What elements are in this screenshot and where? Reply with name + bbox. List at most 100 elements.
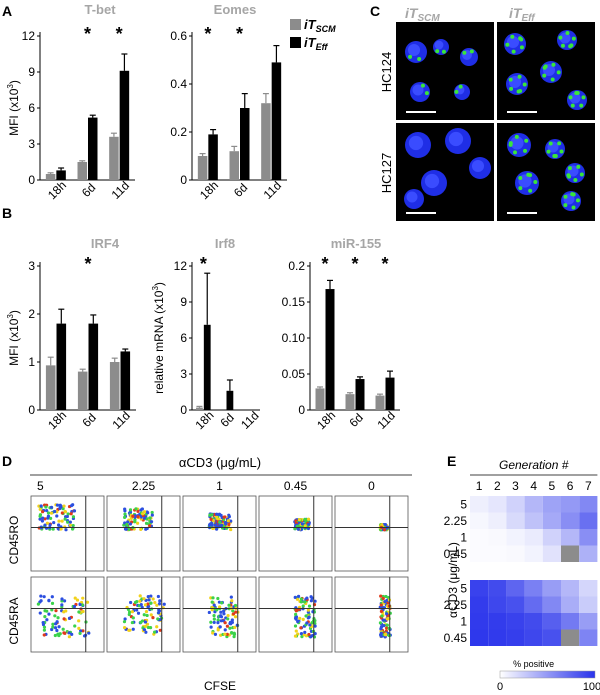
flow-event — [75, 598, 80, 602]
green-puncta — [519, 37, 524, 42]
flow-event — [213, 632, 218, 636]
green-puncta — [551, 62, 556, 67]
flow-event — [300, 635, 304, 639]
y-tick-label: 6 — [28, 101, 35, 115]
flow-event — [385, 623, 389, 627]
legend-label-eff: iT — [304, 35, 317, 50]
flow-plot — [334, 576, 409, 653]
green-puncta — [512, 150, 517, 155]
flow-event — [81, 629, 85, 633]
bar-eff — [88, 117, 98, 180]
flow-event — [384, 626, 389, 630]
flow-event — [138, 594, 142, 598]
cell-highlight — [559, 32, 571, 44]
flow-event — [135, 521, 140, 525]
flow-event — [307, 615, 311, 619]
flow-event — [52, 520, 56, 525]
flow-event — [223, 632, 227, 636]
green-puncta — [522, 82, 527, 87]
bar-scm — [45, 174, 56, 180]
green-puncta — [519, 45, 524, 50]
bar-scm — [261, 103, 271, 180]
flow-event — [60, 597, 64, 601]
flow-event — [155, 625, 159, 629]
flow-event — [55, 514, 59, 518]
flow-event — [81, 596, 85, 600]
flow-event — [225, 632, 229, 637]
svg-text:iTSCM: iTSCM — [405, 5, 440, 24]
flow-event — [226, 613, 230, 618]
flow-event — [223, 628, 227, 632]
flow-event — [228, 626, 232, 630]
flow-event — [144, 630, 148, 634]
micro-col-sub-eff: Eff — [521, 13, 536, 24]
flow-event — [209, 596, 213, 600]
flow-event — [299, 600, 303, 604]
flow-event — [230, 618, 234, 622]
flow-event — [55, 628, 59, 633]
category-label: 6d — [79, 180, 98, 199]
concentration-label: 5 — [37, 479, 44, 493]
generation-label: 6 — [567, 479, 574, 493]
flow-event — [145, 613, 149, 618]
flow-event — [47, 598, 51, 602]
bar-scm — [196, 407, 203, 410]
flow-event — [51, 625, 55, 629]
flow-event — [128, 508, 133, 512]
bar-eff — [271, 62, 282, 180]
cell-highlight — [424, 173, 440, 189]
heatmap-cell — [488, 596, 507, 613]
flow-event — [233, 625, 237, 629]
bar-scm — [109, 362, 120, 410]
y-tick-label: 12 — [174, 259, 188, 273]
flow-event — [63, 517, 67, 521]
flow-event — [136, 515, 140, 519]
category-label: 18h — [45, 408, 69, 432]
flow-event — [44, 505, 48, 509]
flow-event — [127, 612, 131, 617]
flow-event — [230, 599, 234, 603]
flow-event — [47, 612, 51, 616]
flow-event — [219, 610, 223, 614]
flow-event — [295, 597, 300, 601]
flow-event — [61, 507, 65, 511]
scale-max-label: 100 — [583, 681, 600, 693]
flow-event — [60, 511, 64, 515]
flow-event — [379, 594, 383, 598]
flow-event — [62, 617, 66, 621]
legend: iTSCM iTEff — [290, 17, 336, 52]
flow-event — [79, 607, 83, 611]
flow-event — [147, 598, 151, 602]
bar-scm — [109, 136, 119, 180]
green-puncta — [511, 49, 516, 54]
flow-event — [67, 616, 72, 620]
green-puncta — [510, 34, 515, 39]
flow-event — [299, 527, 304, 531]
green-puncta — [550, 77, 555, 82]
flow-event — [222, 609, 226, 613]
heatmap-cell — [506, 629, 525, 646]
generation-label: 3 — [512, 479, 519, 493]
heatmap-cell — [470, 613, 489, 630]
heatmap-cell — [488, 512, 507, 529]
flow-event — [155, 603, 159, 607]
flow-event — [231, 609, 235, 613]
heatmap-cell — [579, 496, 598, 513]
y-tick-label: 9 — [180, 295, 187, 309]
flow-event — [54, 622, 58, 626]
heatmap-cell — [470, 545, 489, 562]
flow-event — [53, 633, 57, 638]
significance-star: * — [200, 254, 207, 274]
flow-event — [43, 523, 47, 527]
flow-event — [136, 611, 141, 615]
green-puncta — [469, 49, 474, 54]
flow-event — [299, 632, 304, 636]
chart-title: miR-155 — [331, 236, 382, 251]
flow-event — [146, 511, 150, 515]
flow-event — [382, 623, 386, 628]
generation-label: 4 — [530, 479, 537, 493]
y-tick-label: 0 — [180, 173, 187, 187]
flow-event — [381, 596, 385, 601]
flow-event — [150, 513, 154, 517]
flow-event — [149, 613, 153, 617]
